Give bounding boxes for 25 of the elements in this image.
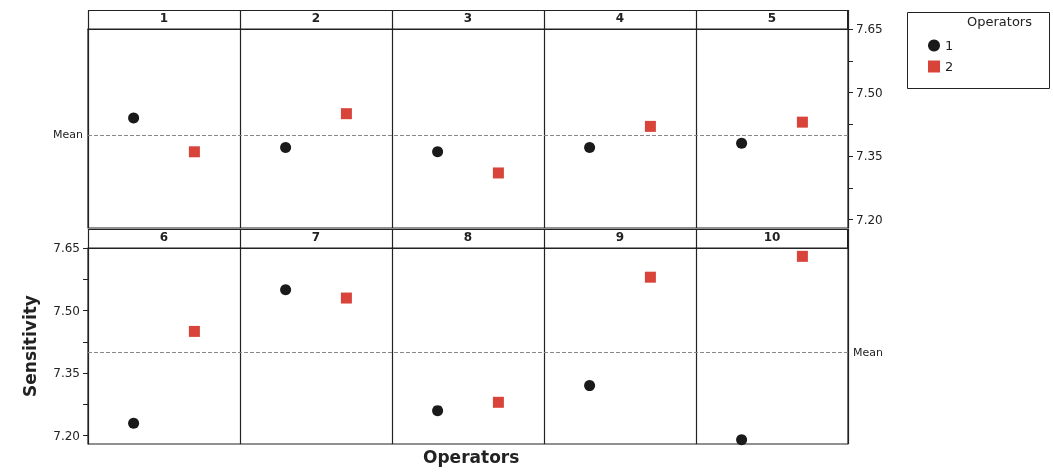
x-tick-label: 7	[311, 230, 321, 244]
y-tick-label: 7.20	[53, 428, 80, 443]
ref-line-label: Mean	[53, 128, 84, 142]
x-tick-label: 5	[767, 11, 777, 25]
legend-label: 1	[945, 38, 954, 53]
legend-label: 2	[945, 59, 954, 74]
ref-line-label: Mean	[853, 345, 883, 359]
x-tick-label: 1	[159, 11, 169, 25]
y2-tick-label: 7.35	[856, 149, 883, 164]
legend-title: Operators	[967, 14, 1033, 29]
x-tick-label: 3	[463, 11, 473, 25]
y2-tick-label: 7.50	[856, 85, 883, 100]
y2-tick-label: 7.20	[856, 212, 883, 227]
x-tick-label: 10	[763, 230, 781, 244]
x-tick-label: 8	[463, 230, 473, 244]
y-tick-label: 7.50	[53, 303, 80, 318]
y2-tick-label: 7.65	[856, 22, 883, 36]
x-axis-title: Operators	[423, 446, 520, 467]
x-tick-label: 2	[311, 11, 321, 25]
x-tick-label: 6	[159, 230, 169, 244]
y-axis-title: Sensitivity	[19, 295, 40, 397]
y-tick-label: 7.65	[53, 241, 80, 255]
x-tick-label: 4	[615, 11, 625, 25]
y-tick-label: 7.35	[53, 366, 80, 381]
x-tick-label: 9	[615, 230, 625, 244]
